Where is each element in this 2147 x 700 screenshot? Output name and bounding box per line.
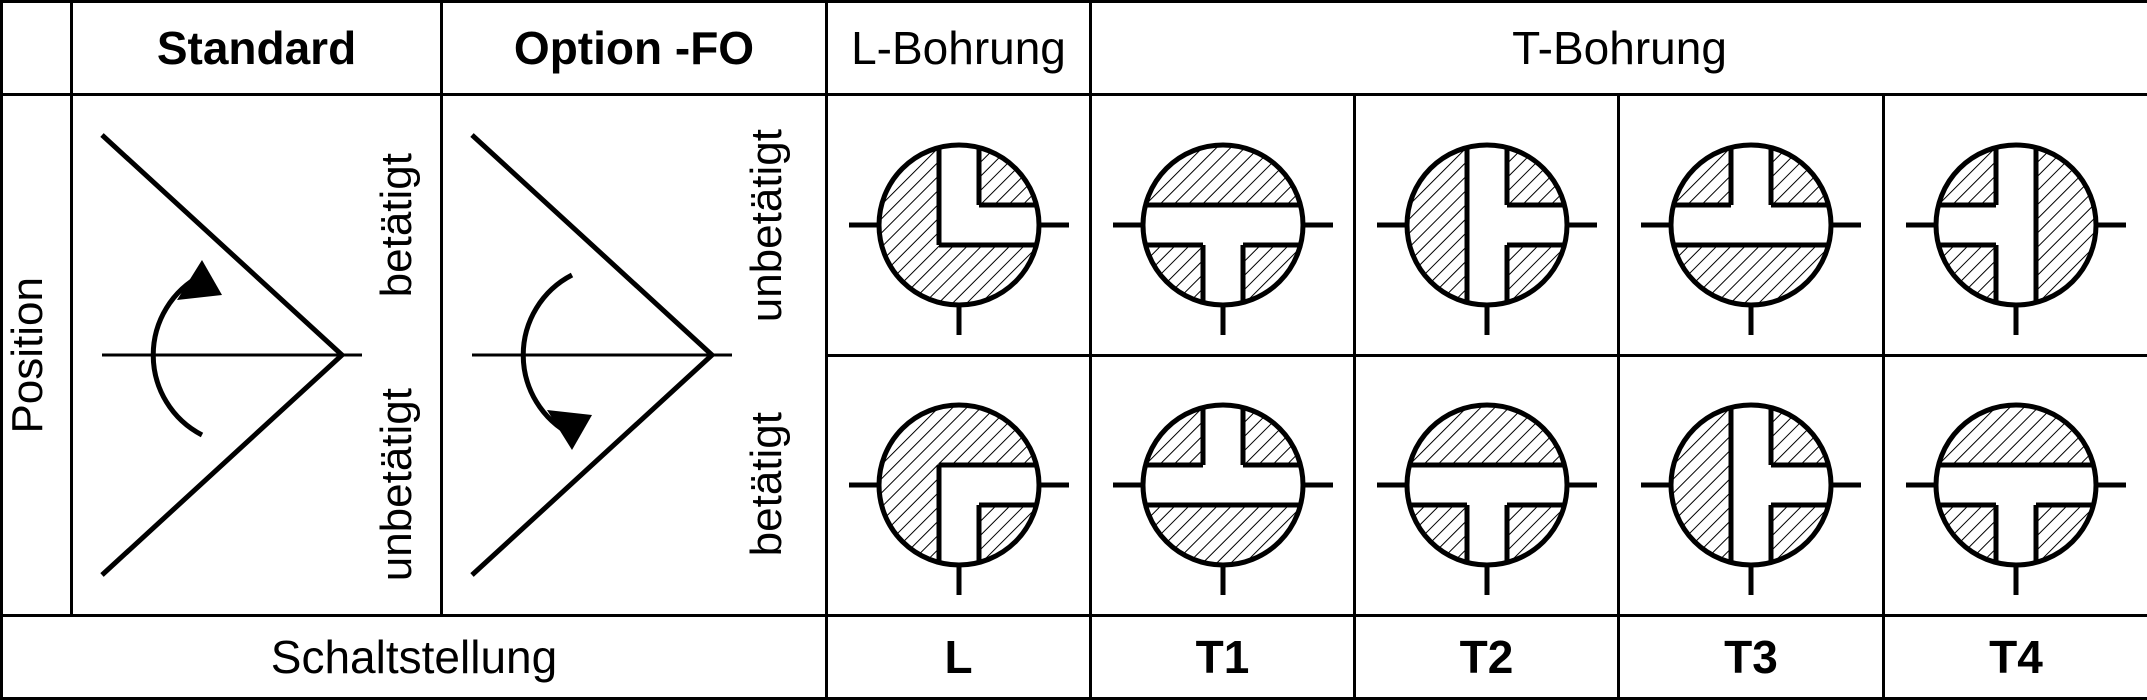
valve-T1-row2 [1091, 355, 1355, 616]
standard-row2-state-cell: unbetätigt [372, 355, 442, 616]
option-row1-state: unbetätigt [742, 129, 792, 322]
position-label: Position [3, 277, 53, 434]
footer-code-T1: T1 [1091, 616, 1355, 699]
option-actuator-cell [442, 95, 742, 616]
standard-row1-state: betätigt [372, 153, 422, 297]
standard-actuator-cell [72, 95, 372, 616]
header-standard: Standard [72, 2, 442, 95]
standard-row1-state-cell: betätigt [372, 95, 442, 356]
header-blank [2, 2, 72, 95]
standard-row2-state: unbetätigt [372, 388, 422, 581]
valve-T4-row1 [1884, 95, 2147, 356]
header-l-bohrung: L-Bohrung [827, 2, 1091, 95]
valve-T3-row2 [1619, 355, 1884, 616]
header-t-bohrung: T-Bohrung [1091, 2, 2147, 95]
standard-actuator-diagram [82, 105, 362, 605]
option-row2-state-cell: betätigt [742, 355, 827, 616]
footer-code-T3: T3 [1619, 616, 1884, 699]
valve-L-row2 [827, 355, 1091, 616]
valve-T3-row1 [1619, 95, 1884, 356]
valve-T4-row2 [1884, 355, 2147, 616]
footer-code-T2: T2 [1355, 616, 1619, 699]
valve-L-row1 [827, 95, 1091, 356]
valve-T2-row2 [1355, 355, 1619, 616]
footer-code-T4: T4 [1884, 616, 2147, 699]
header-row: Standard Option -FO L-Bohrung T-Bohrung [2, 2, 2147, 95]
valve-T2-row1 [1355, 95, 1619, 356]
option-row1-state-cell: unbetätigt [742, 95, 827, 356]
footer-schaltstellung: Schaltstellung [2, 616, 827, 699]
footer-code-L: L [827, 616, 1091, 699]
option-actuator-diagram [452, 105, 732, 605]
body-row-1: Position betätigt unbetätigt [2, 95, 2147, 356]
position-label-cell: Position [2, 95, 72, 616]
valve-position-table: Standard Option -FO L-Bohrung T-Bohrung … [0, 0, 2147, 700]
footer-row: Schaltstellung L T1 T2 T3 T4 [2, 616, 2147, 699]
valve-T1-row1 [1091, 95, 1355, 356]
header-option: Option -FO [442, 2, 827, 95]
option-row2-state: betätigt [742, 412, 792, 556]
